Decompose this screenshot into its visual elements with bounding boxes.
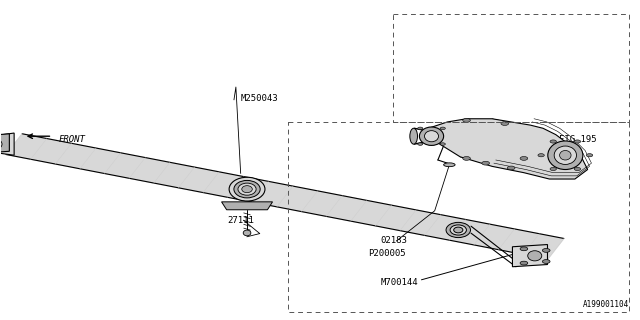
Circle shape [520,156,528,160]
Circle shape [440,143,445,145]
Circle shape [463,156,470,160]
Polygon shape [221,202,273,210]
Text: 02183: 02183 [381,236,408,245]
Text: M700144: M700144 [381,278,418,287]
Text: A199001104: A199001104 [583,300,629,309]
Ellipse shape [528,251,541,261]
Ellipse shape [446,222,470,237]
Ellipse shape [424,131,438,142]
Circle shape [542,260,550,263]
Circle shape [440,127,445,130]
Circle shape [482,161,490,165]
Ellipse shape [444,163,455,167]
Ellipse shape [559,150,571,160]
Ellipse shape [0,140,2,148]
Ellipse shape [419,127,444,145]
Text: FIG.195: FIG.195 [559,135,596,144]
Circle shape [574,167,580,171]
Circle shape [586,154,593,157]
Ellipse shape [234,180,260,198]
Circle shape [520,247,528,251]
Circle shape [520,261,528,265]
Ellipse shape [238,183,256,195]
Circle shape [538,154,544,157]
Ellipse shape [450,225,467,235]
Circle shape [508,166,515,170]
Circle shape [418,127,423,130]
Text: P200005: P200005 [368,249,405,258]
Polygon shape [0,134,10,153]
Circle shape [501,122,509,125]
Circle shape [550,140,556,143]
Circle shape [463,118,470,122]
Ellipse shape [243,230,251,236]
Text: M250043: M250043 [241,94,278,103]
Polygon shape [422,119,588,179]
Text: 27111: 27111 [228,216,255,225]
Ellipse shape [229,177,265,201]
Circle shape [574,140,580,143]
Ellipse shape [242,186,252,193]
Circle shape [542,249,550,252]
Text: FRONT: FRONT [59,135,86,144]
Circle shape [418,143,423,145]
Ellipse shape [548,141,583,170]
Ellipse shape [410,128,417,144]
Polygon shape [513,244,547,267]
Circle shape [550,167,556,171]
Polygon shape [6,134,564,259]
Polygon shape [0,133,14,155]
Ellipse shape [554,146,577,164]
Ellipse shape [454,227,463,233]
